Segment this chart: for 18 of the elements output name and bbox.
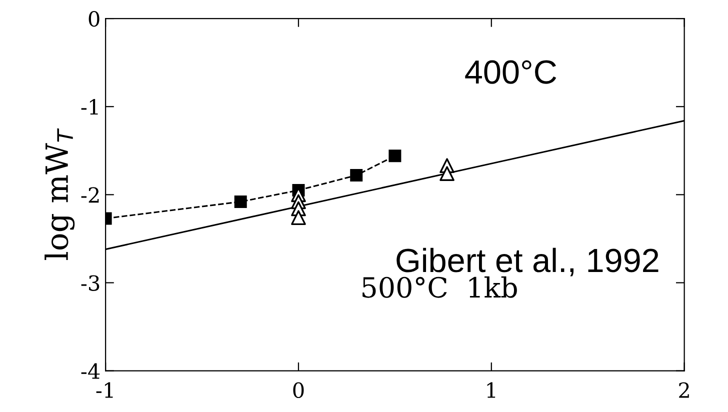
y-axis-title: log mW$_{T}$ <box>44 128 75 260</box>
annotation: 400°C <box>465 60 556 84</box>
point <box>350 169 363 182</box>
point <box>440 166 454 181</box>
y-tick-label: -4 <box>81 363 100 379</box>
point <box>388 150 402 162</box>
annotation: 500°C 1kb <box>362 276 517 298</box>
y-tick-label: -1 <box>81 99 98 115</box>
x-tick-label: 1 <box>487 382 496 398</box>
point <box>291 210 306 225</box>
y-tick-label: 0 <box>88 10 100 27</box>
y-tick-label: -3 <box>81 275 100 291</box>
x-tick-label: 2 <box>679 382 689 398</box>
point <box>234 195 247 208</box>
x-tick-label: 0 <box>293 382 304 398</box>
annotation: Gibert et al., 1992 <box>396 248 658 276</box>
x-tick-label: -1 <box>96 382 113 398</box>
y-tick-label: -2 <box>81 187 99 203</box>
